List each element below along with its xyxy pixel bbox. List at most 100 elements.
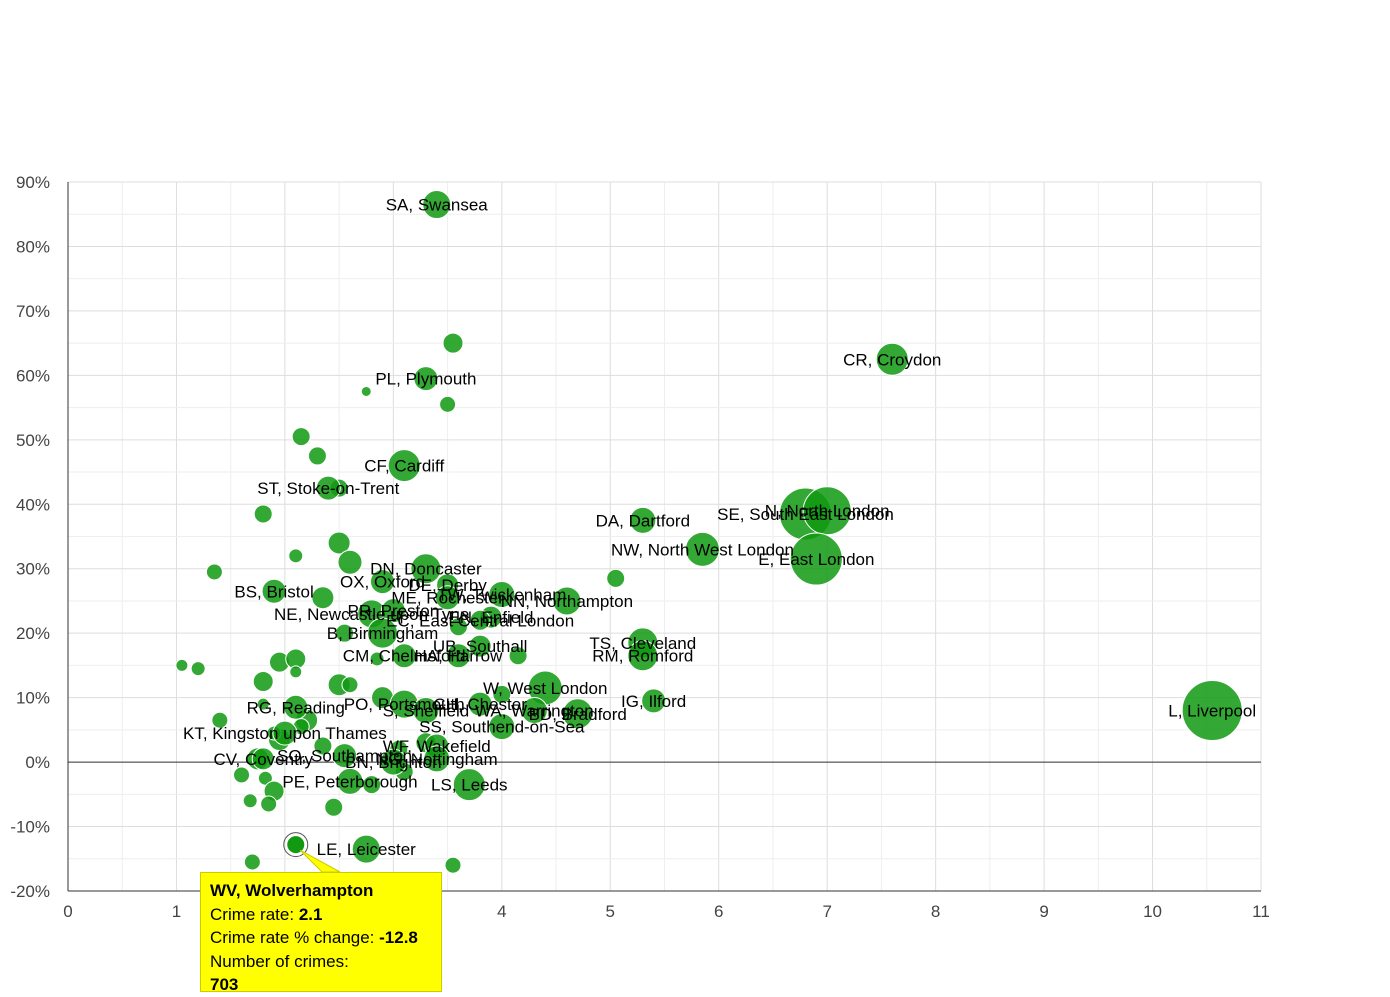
point-label: HA, Harrow xyxy=(415,647,504,666)
bubble[interactable] xyxy=(335,623,355,643)
bubble[interactable] xyxy=(242,793,258,809)
bubble[interactable] xyxy=(467,691,493,717)
bubble[interactable] xyxy=(469,609,491,631)
bubble[interactable] xyxy=(422,190,452,220)
point-label: PL, Plymouth xyxy=(375,370,476,389)
point-label: EC, East Central London xyxy=(386,611,574,630)
bubble[interactable] xyxy=(351,834,381,864)
y-tick-label: 90% xyxy=(16,173,50,192)
bubble[interactable] xyxy=(802,486,852,536)
point-label: W, West London xyxy=(483,679,607,698)
bubble[interactable] xyxy=(341,676,359,694)
bubble[interactable] xyxy=(488,713,516,741)
bubble[interactable] xyxy=(627,640,659,672)
bubble[interactable] xyxy=(435,585,461,611)
point-label: IG, Ilford xyxy=(621,692,686,711)
bubble[interactable] xyxy=(288,548,304,564)
bubble[interactable] xyxy=(261,578,287,604)
bubble[interactable] xyxy=(552,586,582,616)
y-tick-label: 50% xyxy=(16,431,50,450)
point-label: SS, Southend-on-Sea xyxy=(419,718,585,737)
bubble[interactable] xyxy=(641,688,667,714)
bubble[interactable] xyxy=(327,531,351,555)
bubble[interactable] xyxy=(445,643,471,669)
point-label: BS, Bristol xyxy=(234,582,313,601)
point-label: RM, Romford xyxy=(592,647,693,666)
bubble[interactable] xyxy=(492,684,512,704)
bubble[interactable] xyxy=(307,446,327,466)
bubble[interactable] xyxy=(410,553,442,585)
bubble[interactable] xyxy=(260,795,278,813)
tooltip: WV, Wolverhampton Crime rate: 2.1 Crime … xyxy=(200,872,442,994)
bubble[interactable] xyxy=(324,797,344,817)
bubble[interactable] xyxy=(175,658,189,672)
bubble[interactable] xyxy=(684,531,720,567)
bubble[interactable] xyxy=(337,549,363,575)
bubble[interactable] xyxy=(252,671,274,693)
bubble[interactable] xyxy=(370,569,396,595)
point-label: CV, Coventry xyxy=(213,750,313,769)
point-label: TS, Cleveland xyxy=(589,634,696,653)
bubble[interactable] xyxy=(190,661,206,677)
bubble[interactable] xyxy=(311,586,335,610)
bubble[interactable] xyxy=(243,853,261,871)
bubble[interactable] xyxy=(468,634,492,658)
point-label: BN, Brighton xyxy=(345,753,441,772)
point-label: PR, Preston xyxy=(348,602,440,621)
bubble[interactable] xyxy=(606,568,626,588)
point-label: S, Sheffield xyxy=(383,702,470,721)
bubble[interactable] xyxy=(442,332,464,354)
bubble[interactable] xyxy=(289,665,303,679)
bubble[interactable] xyxy=(488,581,516,609)
bubble[interactable] xyxy=(251,747,275,771)
bubble[interactable] xyxy=(413,366,439,392)
bubble[interactable] xyxy=(448,617,468,637)
bubble[interactable] xyxy=(412,697,440,725)
bubble[interactable] xyxy=(336,767,364,795)
bubble[interactable] xyxy=(369,651,385,667)
bubble-highlighted[interactable] xyxy=(286,835,306,855)
point-label: NG, Nottingham xyxy=(376,750,498,769)
bubble[interactable] xyxy=(360,385,372,397)
y-tick-label: 40% xyxy=(16,495,50,514)
bubble[interactable] xyxy=(313,736,333,756)
point-label: CF, Cardiff xyxy=(364,457,444,476)
bubble[interactable] xyxy=(253,504,273,524)
point-label: NN, Northampton xyxy=(501,592,633,611)
y-tick-label: -20% xyxy=(10,882,50,901)
tooltip-count: Number of crimes: 703 xyxy=(210,951,349,995)
bubble[interactable] xyxy=(444,856,462,874)
bubble[interactable] xyxy=(387,449,421,483)
bubble[interactable] xyxy=(629,506,657,534)
x-tick-label: 11 xyxy=(1252,902,1270,921)
bubble[interactable] xyxy=(315,475,341,501)
bubble[interactable] xyxy=(391,643,417,669)
point-label: ME, Rochester xyxy=(391,589,504,608)
bubble[interactable] xyxy=(367,617,399,649)
bubble[interactable] xyxy=(562,698,594,730)
bubble[interactable] xyxy=(520,697,548,725)
bubble[interactable] xyxy=(283,694,309,720)
point-label: CR, Croydon xyxy=(843,350,941,369)
bubble[interactable] xyxy=(205,563,223,581)
bubble[interactable] xyxy=(423,745,451,773)
y-tick-label: 30% xyxy=(16,560,50,579)
bubble[interactable] xyxy=(379,748,407,776)
bubble[interactable] xyxy=(272,720,298,746)
bubble[interactable] xyxy=(1181,680,1243,742)
bubble[interactable] xyxy=(789,532,843,586)
bubble[interactable] xyxy=(291,427,311,447)
point-label: UB, Southall xyxy=(433,637,528,656)
bubble[interactable] xyxy=(452,768,486,802)
point-label: ST, Stoke-on-Trent xyxy=(257,479,399,498)
bubble[interactable] xyxy=(233,766,251,784)
bubble[interactable] xyxy=(332,743,358,769)
point-label: E, East London xyxy=(758,550,874,569)
bubble[interactable] xyxy=(211,711,229,729)
bubble[interactable] xyxy=(875,342,909,376)
point-label: PO, Portsmouth xyxy=(344,695,465,714)
bubble[interactable] xyxy=(439,395,457,413)
bubble[interactable] xyxy=(508,646,528,666)
grid xyxy=(67,181,1262,892)
bubble[interactable] xyxy=(256,697,270,711)
